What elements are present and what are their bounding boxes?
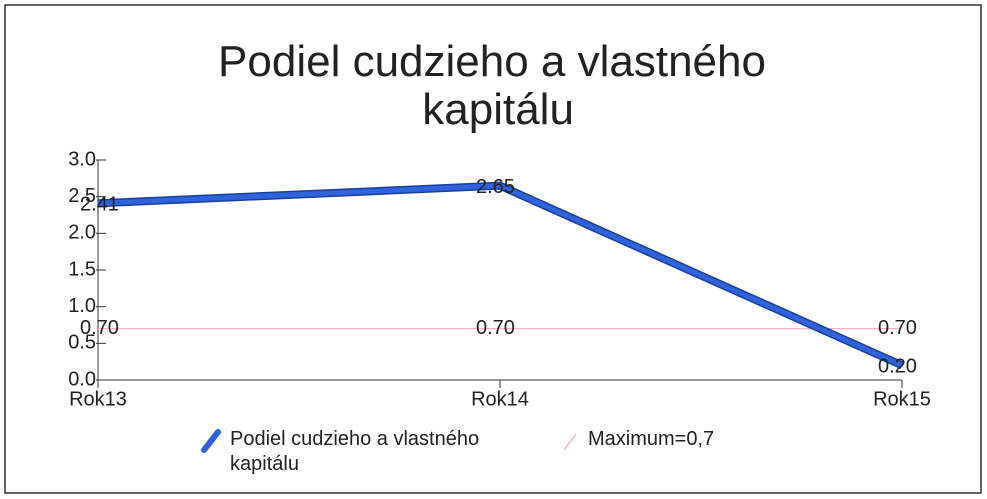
x-tick-label: Rok14 [471, 388, 529, 410]
data-label: 2.41 [80, 194, 119, 216]
frame [4, 4, 982, 494]
data-label: 0.70 [80, 317, 119, 339]
y-tick-label: 0.5 [68, 332, 96, 354]
y-tick-label: 1.5 [68, 258, 96, 280]
legend-label: Maximum=0,7 [588, 428, 715, 450]
y-tick-label: 0.0 [68, 368, 96, 390]
legend-swatch [563, 433, 577, 451]
legend-label: Podiel cudzieho a vlastného kapitálu [230, 428, 480, 475]
x-tick-label: Rok15 [873, 388, 931, 410]
legend-swatch [201, 429, 221, 453]
y-tick-label: 2.0 [68, 222, 96, 244]
data-label: 0.70 [878, 317, 917, 339]
series-line [97, 183, 904, 368]
chart-title: Podiel cudzieho a vlastného kapitálu [218, 37, 766, 134]
y-tick-label: 1.0 [68, 295, 96, 317]
data-label: 0.70 [476, 317, 515, 339]
data-label: 2.65 [476, 176, 515, 198]
y-tick-label: 2.5 [68, 185, 96, 207]
x-tick-label: Rok13 [69, 388, 127, 410]
data-label: 0.20 [878, 356, 917, 378]
y-tick-label: 3.0 [68, 148, 96, 170]
